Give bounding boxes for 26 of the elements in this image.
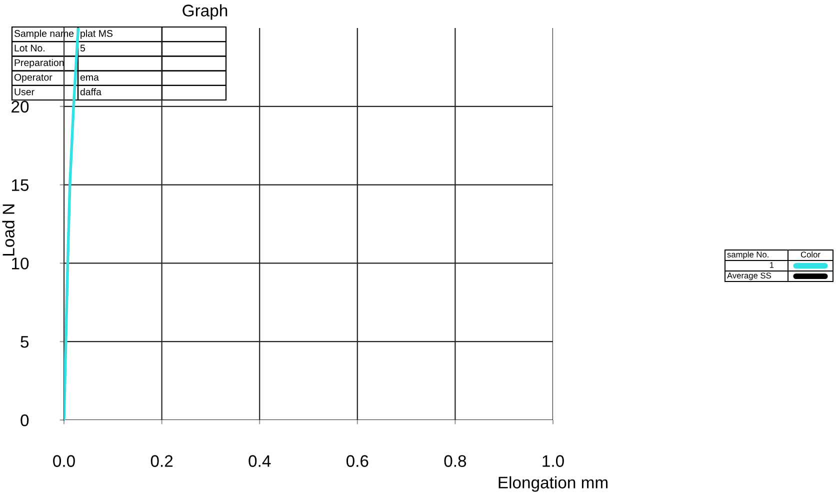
y-tick-label: 20 <box>12 100 29 113</box>
y-tick-label: 15 <box>12 179 29 192</box>
y-tick-label: 0 <box>20 414 29 426</box>
text: Lot No. <box>14 44 44 52</box>
annotation: ema <box>80 75 99 81</box>
x-tick-label: 0.0 <box>53 455 75 467</box>
text: Preparation <box>14 58 64 68</box>
x-tick-label: 0.4 <box>248 455 271 467</box>
text: 1 <box>770 262 774 268</box>
legend-label: Average SS <box>727 272 771 280</box>
text: Operator <box>14 74 52 83</box>
x-axis-title: Elongation mm <box>498 476 608 492</box>
text: Color <box>800 251 820 258</box>
annotation: 5 <box>80 44 85 52</box>
text: User <box>14 88 34 96</box>
chart-title: Graph <box>182 4 228 20</box>
legend-title: sample No. <box>727 251 768 260</box>
y-tick-label: 10 <box>12 258 29 270</box>
annotation: plat MS <box>80 30 113 39</box>
annotation: daffa <box>80 88 102 96</box>
y-tick-label: 5 <box>20 336 29 348</box>
y-axis-title: Load N <box>2 204 14 256</box>
x-tick-label: 0.6 <box>346 455 368 467</box>
x-tick-label: 0.2 <box>150 455 173 467</box>
x-tick-label: 1.0 <box>542 455 564 467</box>
x-tick-label: 0.8 <box>444 455 466 467</box>
